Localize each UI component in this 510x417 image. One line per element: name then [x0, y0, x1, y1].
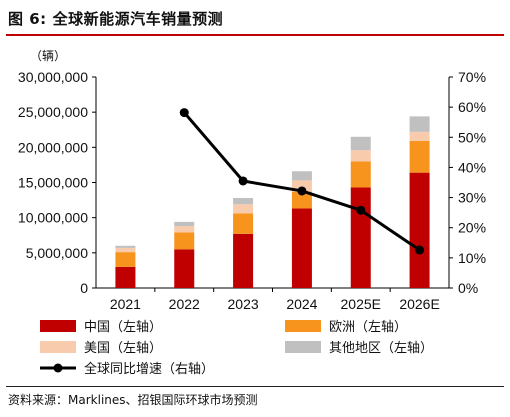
x-tick-label: 2021: [110, 296, 141, 312]
bar-europe: [233, 213, 254, 234]
source-note: 资料来源：Marklines、招银国际环球市场预测: [8, 391, 258, 408]
bar-china: [350, 187, 371, 288]
growth-line-layer: [179, 108, 425, 255]
right-tick-label: 60%: [458, 99, 486, 115]
bar-usa: [291, 180, 312, 192]
bar-usa: [174, 226, 195, 233]
right-tick-label: 10%: [458, 250, 486, 266]
growth-point: [356, 205, 366, 215]
x-tick-label: 2025E: [341, 296, 381, 312]
legend-label: 欧洲（左轴）: [329, 319, 407, 334]
left-tick-label: 15,000,000: [18, 175, 88, 191]
legend: 中国（左轴） 欧洲（左轴） 美国（左轴） 其他地区（左轴） 全球同比增速（右轴）: [40, 319, 433, 376]
legend-label: 其他地区（左轴）: [329, 340, 433, 355]
x-tick-label: 2026E: [399, 296, 439, 312]
bar-other: [409, 116, 430, 132]
growth-point: [179, 108, 189, 118]
bar-china: [115, 266, 136, 288]
growth-point: [415, 245, 425, 255]
bar-usa: [350, 150, 371, 162]
bar-europe: [174, 232, 195, 250]
bar-europe: [409, 141, 430, 173]
bar-other: [350, 136, 371, 151]
bar-other: [291, 171, 312, 181]
figure-title: 图 6: 全球新能源汽车销量预测: [8, 4, 502, 32]
legend-swatch: [285, 341, 321, 353]
right-tick-label: 40%: [458, 159, 486, 175]
axes-layer: 0 5,000,000 10,000,000 15,000,000 20,000,000…: [18, 49, 486, 312]
bars-layer: [115, 116, 430, 288]
legend-swatch: [285, 320, 321, 332]
right-tick-label: 70%: [458, 69, 486, 85]
bar-europe: [350, 161, 371, 188]
legend-label: 全球同比增速（右轴）: [84, 361, 214, 376]
legend-item: 美国（左轴）: [40, 340, 162, 355]
left-tick-label: 10,000,000: [18, 210, 88, 226]
legend-item: 欧洲（左轴）: [285, 319, 407, 334]
x-tick-label: 2023: [228, 296, 259, 312]
bar-usa: [409, 131, 430, 141]
growth-point: [297, 186, 307, 196]
legend-line-marker: [53, 363, 63, 373]
bar-usa: [115, 247, 136, 253]
source-text: Marklines、招银国际环球市场预测: [68, 393, 258, 407]
left-tick-label: 25,000,000: [18, 104, 88, 120]
right-tick-label: 30%: [458, 190, 486, 206]
source-prefix: 资料来源：: [8, 393, 69, 407]
right-tick-label: 50%: [458, 129, 486, 145]
title-divider: [6, 34, 504, 36]
bar-other: [233, 197, 254, 205]
right-tick-label: 20%: [458, 220, 486, 236]
legend-swatch: [40, 341, 76, 353]
bar-china: [233, 233, 254, 288]
x-tick-label: 2024: [286, 296, 317, 312]
x-tick-label: 2022: [169, 296, 200, 312]
figure-number: 图 6:: [8, 9, 47, 28]
bar-china: [409, 172, 430, 288]
legend-item: 全球同比增速（右轴）: [40, 361, 214, 376]
left-tick-label: 30,000,000: [18, 69, 88, 85]
source-divider: [6, 386, 504, 387]
bar-china: [174, 249, 195, 288]
bar-other: [174, 221, 195, 227]
left-tick-label: 0: [80, 280, 88, 296]
legend-swatch: [40, 320, 76, 332]
left-tick-label: 20,000,000: [18, 139, 88, 155]
bar-other: [115, 245, 136, 248]
legend-label: 美国（左轴）: [84, 340, 162, 355]
left-tick-label: 5,000,000: [26, 245, 88, 261]
legend-item: 中国（左轴）: [40, 319, 162, 334]
right-tick-label: 0%: [458, 280, 478, 296]
figure-title-text: 全球新能源汽车销量预测: [52, 9, 224, 28]
left-axis-unit-label: （辆）: [30, 49, 66, 63]
bar-usa: [233, 204, 254, 214]
bar-europe: [291, 191, 312, 209]
growth-point: [238, 176, 248, 186]
legend-item: 其他地区（左轴）: [285, 340, 433, 355]
bar-europe: [115, 252, 136, 267]
legend-label: 中国（左轴）: [84, 319, 162, 334]
bar-china: [291, 208, 312, 288]
